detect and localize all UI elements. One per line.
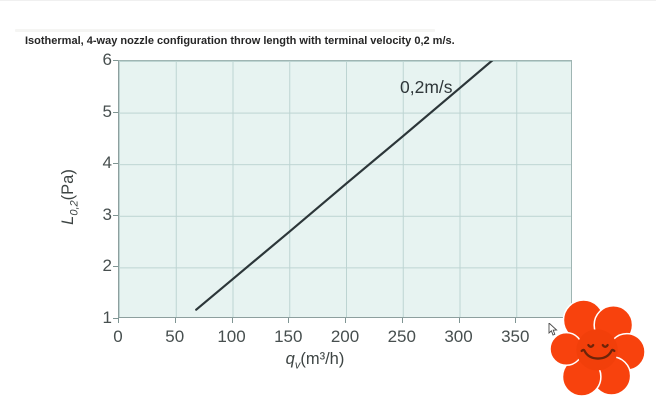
x-tick-label: 50 [165,327,185,346]
flower-smiley-sticker-icon [550,299,646,397]
x-tick-label: 300 [444,327,473,346]
y-axis-subscript: 0,2 [68,200,81,216]
x-tick-mark [174,318,176,323]
x-tick-label: 0 [113,327,123,346]
y-axis-symbol: L [59,215,77,225]
y-tick-mark [113,266,118,268]
plot-area: 0,2m/s [118,60,572,318]
x-axis-unit: (m³/h) [300,350,345,368]
y-tick-label: 3 [102,204,112,224]
faded-text-artifact [15,29,435,32]
y-tick-mark [113,60,118,61]
chart-title: Isothermal, 4-way nozzle configuration t… [25,35,455,47]
y-tick-label: 5 [102,101,112,121]
x-tick-mark [231,318,233,323]
x-tick-mark [458,318,460,323]
x-tick-mark [345,318,346,323]
x-tick-mark [288,318,290,323]
x-tick-mark [401,318,403,323]
x-axis-subscript: v [294,359,301,372]
x-tick-label: 250 [387,327,416,346]
y-tick-mark [113,111,118,113]
x-tick-label: 100 [217,327,246,346]
series-annotation: 0,2m/s [400,77,453,97]
x-tick-label: 350 [501,327,530,346]
y-axis-label: L0,2(Pa) [59,137,81,257]
x-tick-label: 150 [274,327,303,346]
y-tick-label: 6 [102,50,112,69]
x-tick-mark [118,318,119,323]
x-tick-label: 200 [330,327,360,346]
x-axis-label: qv(m³/h) [215,350,415,371]
x-tick-mark [515,318,517,323]
y-tick-label: 2 [102,256,112,276]
y-tick-label: 4 [102,153,112,173]
y-tick-mark [113,318,118,319]
mouse-cursor-icon [548,323,558,336]
window-top-edge [0,0,656,1]
y-axis-unit: (Pa) [59,169,77,201]
x-axis-symbol: q [285,350,295,368]
series-line-svg [195,61,494,311]
y-tick-label: 1 [102,308,112,327]
y-tick-mark [113,214,118,216]
throw-length-line [195,61,494,311]
y-tick-mark [113,163,118,165]
